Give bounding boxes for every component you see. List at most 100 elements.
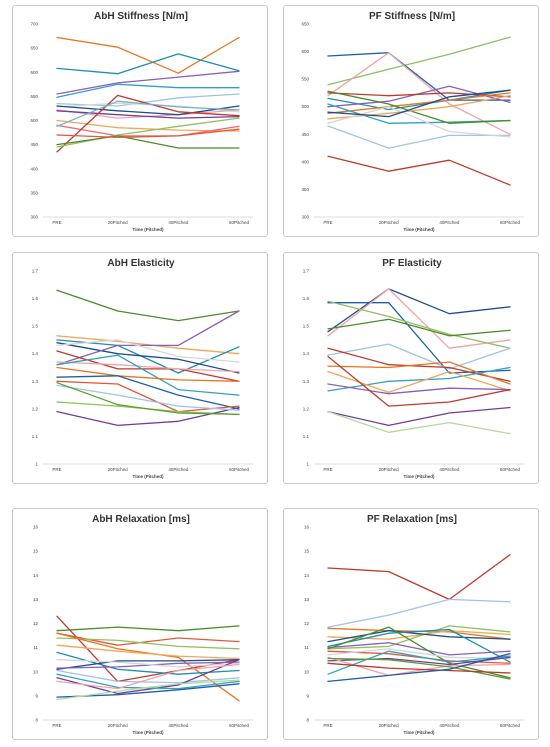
series-line-15 (56, 128, 240, 139)
series-line-15 (327, 657, 511, 680)
x-tick-label: 20Pitched (108, 723, 129, 728)
y-tick-label: 8 (306, 718, 309, 723)
y-tick-label: 1.2 (32, 406, 39, 411)
series-line-11 (327, 125, 511, 149)
x-tick-label: 20Pitched (379, 467, 400, 472)
y-tick-label: 14 (304, 573, 310, 578)
chart-abh-relaxation: 8 9 10 11 12 13 14 15 16 PRE 20Pitched 40Pitched 60P… (33, 525, 253, 735)
y-tick-label: 13 (304, 597, 310, 602)
series-line-9 (327, 90, 511, 124)
series-line-1 (56, 36, 240, 74)
chart-panel-pf-relaxation: PF Relaxation [ms] 8 9 10 11 12 13 14 15 16 PRE 20… (283, 508, 539, 740)
series-line-8 (327, 642, 511, 656)
series-line-7 (56, 361, 240, 373)
y-tick-label: 700 (30, 22, 38, 27)
y-tick-label: 1 (35, 462, 38, 467)
y-tick-label: 400 (301, 159, 309, 164)
chart-title: AbH Elasticity (107, 258, 175, 269)
series-line-9 (56, 110, 240, 119)
y-tick-label: 1.3 (303, 379, 310, 384)
x-tick-label: 40Pitched (439, 467, 460, 472)
y-tick-label: 12 (33, 621, 39, 626)
x-tick-label: 40Pitched (168, 220, 189, 225)
series-line-10 (327, 95, 511, 120)
x-tick-label: 60Pitched (500, 467, 521, 472)
y-tick-label: 1.4 (303, 351, 310, 356)
y-tick-label: 1 (306, 462, 309, 467)
y-tick-label: 13 (33, 597, 39, 602)
series-line-1 (327, 36, 511, 86)
y-tick-label: 11 (304, 645, 309, 650)
chart-pf-relaxation: 8 9 10 11 12 13 14 15 16 PRE 20Pitched 40Pitched 60P… (304, 525, 524, 735)
x-tick-label: PRE (323, 467, 332, 472)
series-line-11 (56, 124, 240, 137)
series-line-9 (56, 366, 240, 382)
y-tick-label: 15 (33, 549, 39, 554)
x-tick-label: PRE (323, 723, 332, 728)
x-tick-label: 40Pitched (439, 723, 460, 728)
y-tick-label: 1.1 (303, 434, 310, 439)
series-line-11 (56, 669, 240, 684)
y-tick-label: 450 (30, 142, 38, 147)
series-line-3 (327, 52, 511, 135)
series-line-4 (56, 83, 240, 98)
series-line-7 (327, 92, 511, 114)
chart-pf-stiffness: 300 350 400 450 500 550 600 650 PRE 20Pitched 40Pi… (301, 22, 524, 232)
series-line-15 (56, 384, 240, 411)
x-tick-label: 40Pitched (168, 723, 189, 728)
y-tick-label: 550 (301, 77, 309, 82)
y-tick-label: 1.2 (303, 406, 310, 411)
series-line-11 (327, 383, 511, 395)
y-tick-label: 550 (30, 94, 38, 99)
series-line-10 (56, 659, 240, 668)
x-tick-label: PRE (52, 723, 61, 728)
x-axis-title: Time (Pitched) (404, 227, 435, 232)
series-line-6 (327, 630, 511, 643)
x-tick-label: 60Pitched (229, 467, 250, 472)
x-axis-title: Time (Pitched) (133, 474, 164, 479)
series-line-4 (327, 625, 511, 650)
series-line-13 (56, 117, 240, 148)
series-line-4 (56, 342, 240, 374)
series-line-14 (327, 155, 511, 186)
series-line-12 (56, 380, 240, 413)
series-line-3 (327, 288, 511, 349)
y-tick-label: 1.3 (32, 379, 39, 384)
y-tick-label: 300 (30, 215, 38, 220)
chart-title: PF Relaxation [ms] (366, 514, 458, 525)
y-tick-label: 350 (30, 190, 38, 195)
y-tick-label: 400 (30, 166, 38, 171)
x-tick-label: PRE (323, 220, 332, 225)
x-axis-title: Time (Pitched) (133, 227, 164, 232)
series-line-14 (327, 410, 511, 435)
series-line-9 (327, 366, 511, 392)
series-line-2 (56, 625, 240, 632)
series-line-1 (327, 302, 511, 374)
y-tick-label: 10 (33, 669, 39, 674)
y-tick-label: 1.5 (303, 324, 310, 329)
series-line-3 (56, 70, 240, 95)
chart-panel-abh-relaxation: AbH Relaxation [ms] 8 9 10 11 12 13 14 15 16 PRE 2… (12, 508, 268, 740)
series-line-5 (56, 310, 240, 366)
series-line-8 (56, 659, 240, 670)
x-axis-title: Time (Pitched) (404, 474, 435, 479)
y-tick-label: 600 (301, 49, 309, 54)
series-line-14 (56, 135, 240, 149)
series-line-2 (327, 288, 511, 333)
series-line-16 (56, 100, 240, 127)
y-tick-label: 16 (33, 525, 39, 530)
x-tick-label: 40Pitched (439, 220, 460, 225)
series-line-13 (327, 89, 511, 118)
x-tick-label: PRE (52, 220, 61, 225)
chart-title: PF Stiffness [N/m] (368, 11, 456, 22)
series-line-1 (327, 554, 511, 601)
series-line-4 (56, 637, 240, 650)
y-tick-label: 1.7 (32, 269, 39, 274)
x-tick-label: 40Pitched (168, 467, 189, 472)
x-tick-label: 20Pitched (379, 220, 400, 225)
x-axis-title: Time (Pitched) (404, 730, 435, 735)
chart-abh-stiffness: 300 350 400 450 500 550 600 650 700 PRE 20Pitched 4… (30, 22, 253, 232)
x-axis-title: Time (Pitched) (133, 730, 164, 735)
y-tick-label: 650 (30, 46, 38, 51)
series-line-11 (327, 648, 511, 660)
